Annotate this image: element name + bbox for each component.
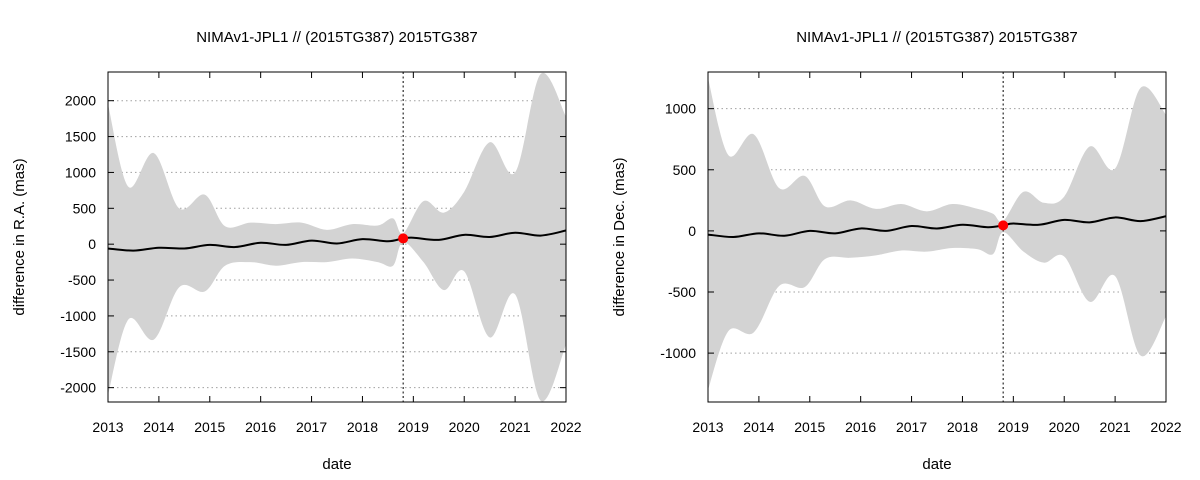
x-tick-label: 2015 <box>194 419 225 435</box>
panel-ra: NIMAv1-JPL1 // (2015TG387) 2015TG387 dat… <box>11 29 582 473</box>
chart-title: NIMAv1-JPL1 // (2015TG387) 2015TG387 <box>796 29 1078 46</box>
x-tick-label: 2016 <box>245 419 276 435</box>
y-tick-label: -1000 <box>60 308 96 324</box>
y-tick-label: -500 <box>68 272 96 288</box>
uncertainty-band <box>108 72 566 402</box>
difference-line-layer <box>108 229 566 252</box>
y-tick-label: -1000 <box>660 345 696 361</box>
x-tick-label: 2022 <box>1150 419 1181 435</box>
observation-marker <box>398 233 409 244</box>
y-axis-label: difference in R.A. (mas) <box>11 158 28 315</box>
x-tick-label: 2014 <box>143 419 174 435</box>
difference-line-layer <box>708 215 1166 239</box>
marker-layer <box>998 220 1009 231</box>
uncertainty-band-layer <box>108 72 566 402</box>
difference-line <box>108 229 566 252</box>
y-tick-label: -2000 <box>60 380 96 396</box>
uncertainty-band <box>708 78 1166 390</box>
x-tick-label: 2015 <box>794 419 825 435</box>
x-tick-label: 2019 <box>398 419 429 435</box>
x-tick-label: 2013 <box>692 419 723 435</box>
plot-frame <box>107 71 567 403</box>
uncertainty-band-layer <box>708 78 1166 390</box>
chart-title: NIMAv1-JPL1 // (2015TG387) 2015TG387 <box>196 29 478 46</box>
x-tick-label: 2020 <box>1049 419 1080 435</box>
y-tick-label: 1500 <box>65 129 96 145</box>
x-tick-label: 2021 <box>1100 419 1131 435</box>
y-tick-label: 500 <box>673 162 697 178</box>
x-tick-label: 2016 <box>845 419 876 435</box>
x-axis-label: date <box>322 456 351 473</box>
y-axis-label: difference in Dec. (mas) <box>611 158 628 317</box>
x-tick-label: 2021 <box>500 419 531 435</box>
y-tick-label: 1000 <box>65 164 96 180</box>
panel-dec: NIMAv1-JPL1 // (2015TG387) 2015TG387 dat… <box>611 29 1182 473</box>
x-tick-label: 2013 <box>92 419 123 435</box>
y-tick-label: -1500 <box>60 344 96 360</box>
observation-marker <box>998 220 1009 231</box>
x-tick-label: 2019 <box>998 419 1029 435</box>
difference-line <box>708 215 1166 239</box>
y-tick-label: 1000 <box>665 101 696 117</box>
x-tick-label: 2022 <box>550 419 581 435</box>
plot-frame <box>707 71 1167 403</box>
x-axis-label: date <box>922 456 951 473</box>
y-tick-label: 500 <box>73 200 97 216</box>
axis-ticks: 2013 2014 2015 2016 2017 2018 2019 2020 2021 2022… <box>60 72 582 435</box>
y-tick-label: 2000 <box>65 93 96 109</box>
y-tick-label: 0 <box>88 236 96 252</box>
x-tick-label: 2018 <box>347 419 378 435</box>
x-tick-label: 2020 <box>449 419 480 435</box>
x-tick-label: 2018 <box>947 419 978 435</box>
x-tick-label: 2017 <box>296 419 327 435</box>
y-tick-label: -500 <box>668 284 696 300</box>
marker-layer <box>398 233 409 244</box>
x-tick-label: 2017 <box>896 419 927 435</box>
x-tick-label: 2014 <box>743 419 774 435</box>
axis-ticks: 2013 2014 2015 2016 2017 2018 2019 2020 2021 2022… <box>660 72 1182 435</box>
y-tick-label: 0 <box>688 223 696 239</box>
